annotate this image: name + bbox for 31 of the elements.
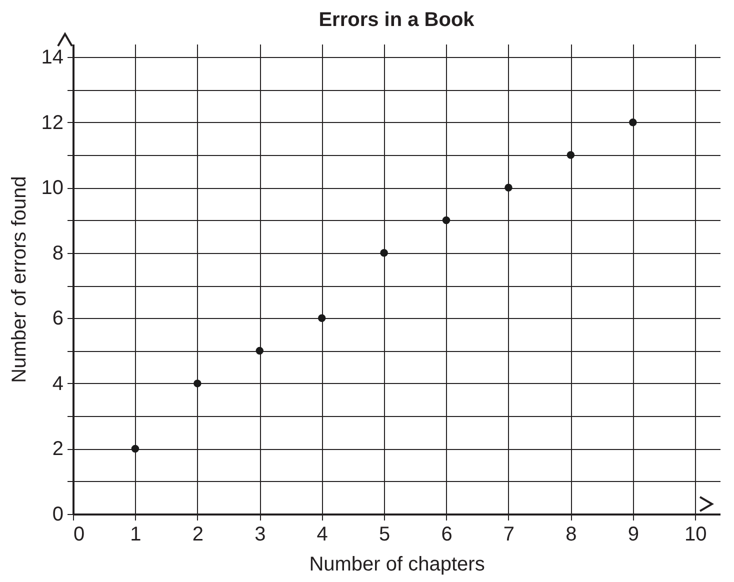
x-tick-label: 1 <box>130 524 142 546</box>
x-tick-label: 9 <box>628 524 639 546</box>
x-tick-label: 0 <box>74 524 85 546</box>
y-axis-title: Number of errors found <box>8 176 30 383</box>
point <box>442 216 450 224</box>
y-tick-label: 0 <box>52 504 64 526</box>
x-tick-label: 10 <box>684 524 707 546</box>
point <box>256 346 264 355</box>
y-tick-label: 2 <box>52 438 64 460</box>
x-tick-label: 6 <box>441 524 452 546</box>
point <box>629 118 637 126</box>
y-tick-label: 6 <box>52 308 64 330</box>
point <box>566 151 575 159</box>
x-tick-label: 2 <box>192 524 204 546</box>
chart-title: Errors in a Book <box>318 9 476 31</box>
x-tick-label: 3 <box>254 524 266 546</box>
y-tick-label: 4 <box>52 372 64 395</box>
point <box>318 314 326 322</box>
x-tick-label: 4 <box>316 524 328 546</box>
y-tick-label: 8 <box>52 242 64 264</box>
y-tick-label: 10 <box>41 177 64 200</box>
point <box>380 249 388 257</box>
x-tick-label: 8 <box>566 524 577 546</box>
x-tick-label: 7 <box>503 524 515 546</box>
y-tick-label: 12 <box>41 112 64 134</box>
point <box>504 184 512 192</box>
x-tick-label: 5 <box>378 524 390 546</box>
x-axis-title: Number of chapters <box>309 554 485 576</box>
point <box>194 380 202 388</box>
y-tick-label: 14 <box>41 46 64 69</box>
point <box>131 444 140 453</box>
